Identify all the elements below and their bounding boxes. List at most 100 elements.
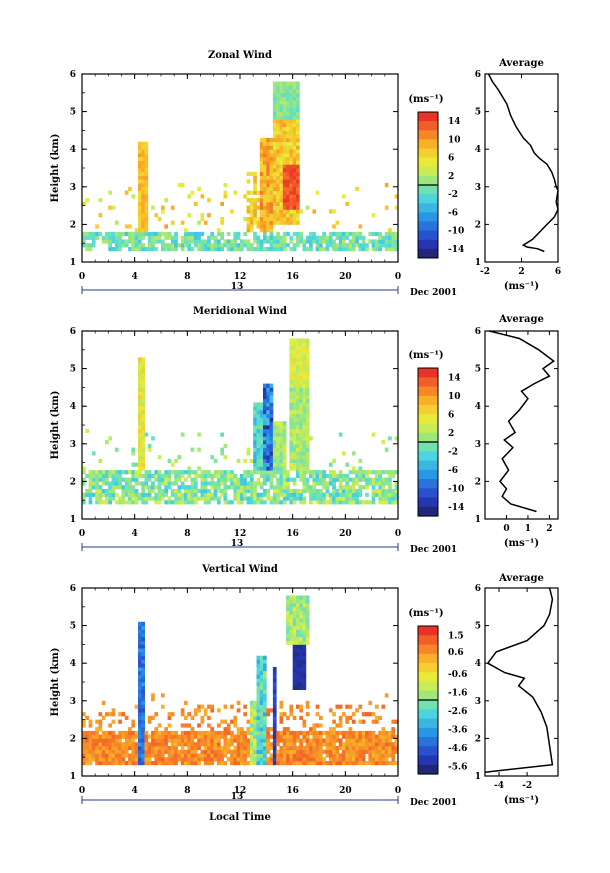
heatmap-cell bbox=[292, 209, 297, 214]
heatmap-cell bbox=[299, 618, 303, 623]
heatmap-cell bbox=[272, 749, 277, 754]
heatmap-cell bbox=[302, 376, 307, 381]
heatmap-cell bbox=[177, 749, 182, 754]
colorbar-swatch bbox=[418, 488, 438, 499]
heatmap-cell bbox=[286, 164, 290, 169]
heatmap-cell bbox=[190, 235, 195, 240]
heatmap-cell bbox=[82, 496, 86, 501]
heatmap-cell bbox=[105, 757, 109, 762]
heatmap-cell bbox=[187, 734, 191, 739]
heatmap-cell bbox=[269, 485, 274, 490]
heatmap-cell bbox=[154, 753, 159, 758]
heatmap-cell bbox=[88, 742, 93, 747]
heatmap-cell bbox=[289, 160, 294, 165]
heatmap-cell bbox=[272, 235, 277, 240]
heatmap-cell bbox=[388, 496, 392, 501]
heatmap-cell bbox=[240, 727, 244, 732]
heatmap-cell bbox=[305, 640, 310, 645]
heatmap-cell bbox=[164, 757, 168, 762]
heatmap-cell bbox=[388, 243, 392, 248]
heatmap-cell bbox=[302, 667, 307, 672]
heatmap-cell bbox=[266, 137, 270, 143]
y-tick-label: 6 bbox=[70, 70, 76, 80]
heatmap-cell bbox=[282, 425, 287, 430]
heatmap-cell bbox=[338, 477, 343, 482]
heatmap-cell bbox=[365, 730, 369, 736]
heatmap-cell bbox=[111, 239, 116, 244]
heatmap-cell bbox=[138, 629, 142, 634]
heatmap-cell bbox=[388, 753, 392, 758]
heatmap-cell bbox=[141, 171, 145, 176]
heatmap-cell bbox=[223, 500, 228, 505]
heatmap-cell bbox=[190, 738, 195, 743]
average-y-tick-label: 4 bbox=[475, 659, 481, 669]
heatmap-cell bbox=[358, 466, 363, 471]
heatmap-cell bbox=[355, 749, 359, 754]
heatmap-cell bbox=[157, 492, 162, 497]
heatmap-cell bbox=[302, 436, 307, 441]
heatmap-cell bbox=[138, 428, 142, 433]
heatmap-cell bbox=[309, 500, 313, 505]
x-tick-label: 16 bbox=[286, 529, 299, 539]
heatmap-cell bbox=[289, 394, 294, 400]
heatmap-cell bbox=[299, 458, 303, 463]
heatmap-cell bbox=[269, 402, 274, 407]
heatmap-cell bbox=[276, 458, 280, 463]
heatmap-cell bbox=[279, 243, 284, 248]
heatmap-cell bbox=[279, 183, 284, 188]
heatmap-cell bbox=[210, 749, 215, 754]
heatmap-cell bbox=[236, 496, 241, 501]
heatmap-cell bbox=[289, 614, 294, 619]
heatmap-cell bbox=[272, 745, 277, 751]
heatmap-cell bbox=[124, 231, 129, 237]
heatmap-cell bbox=[91, 243, 96, 248]
heatmap-cell bbox=[98, 198, 103, 203]
colorbar-swatch bbox=[418, 112, 438, 122]
heatmap-cells bbox=[82, 338, 399, 505]
heatmap-cell bbox=[305, 443, 310, 448]
heatmap-cell bbox=[217, 470, 221, 475]
heatmap-cell bbox=[138, 220, 142, 225]
heatmap-cell bbox=[365, 749, 369, 754]
heatmap-cell bbox=[269, 417, 274, 422]
heatmap-cell bbox=[236, 488, 241, 494]
heatmap-cell bbox=[355, 496, 359, 501]
heatmap-cell bbox=[249, 704, 254, 709]
heatmap-cell bbox=[338, 243, 343, 248]
heatmap-cell bbox=[272, 757, 277, 762]
heatmap-cell bbox=[233, 719, 238, 724]
heatmap-cell bbox=[233, 239, 238, 244]
heatmap-cell bbox=[101, 235, 106, 240]
heatmap-cell bbox=[256, 455, 261, 460]
heatmap-cell bbox=[259, 659, 264, 664]
heatmap-cell bbox=[138, 398, 142, 403]
heatmap-cell bbox=[243, 704, 247, 709]
heatmap-cell bbox=[292, 119, 297, 124]
heatmap-cell bbox=[246, 209, 251, 214]
heatmap-cell bbox=[118, 231, 122, 237]
heatmap-cell bbox=[161, 761, 165, 766]
heatmap-cell bbox=[193, 235, 198, 240]
heatmap-cell bbox=[309, 473, 313, 479]
heatmap-cell bbox=[263, 704, 267, 709]
heatmap-cell bbox=[325, 247, 330, 252]
heatmap-cell bbox=[249, 723, 254, 728]
heatmap-cell bbox=[118, 247, 122, 252]
heatmap-cell bbox=[141, 421, 145, 426]
heatmap-cell bbox=[319, 235, 323, 240]
heatmap-cell bbox=[167, 753, 172, 758]
heatmap-cell bbox=[296, 651, 300, 657]
heatmap-cell bbox=[217, 488, 221, 494]
heatmap-cell bbox=[256, 757, 261, 762]
heatmap-cell bbox=[269, 753, 274, 758]
heatmap-cell bbox=[305, 235, 310, 240]
heatmap-cell bbox=[266, 451, 270, 456]
heatmap-cell bbox=[269, 421, 274, 426]
heatmap-cell bbox=[124, 492, 129, 497]
heatmap-cell bbox=[269, 194, 274, 199]
heatmap-cell bbox=[111, 485, 116, 490]
average-x-tick-label: 6 bbox=[555, 267, 561, 277]
heatmap-cell bbox=[263, 421, 267, 426]
heatmap-cell bbox=[272, 734, 277, 739]
heatmap-cell bbox=[276, 104, 280, 109]
